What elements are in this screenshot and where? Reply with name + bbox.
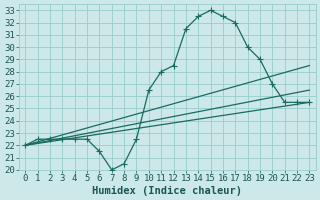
X-axis label: Humidex (Indice chaleur): Humidex (Indice chaleur): [92, 186, 242, 196]
